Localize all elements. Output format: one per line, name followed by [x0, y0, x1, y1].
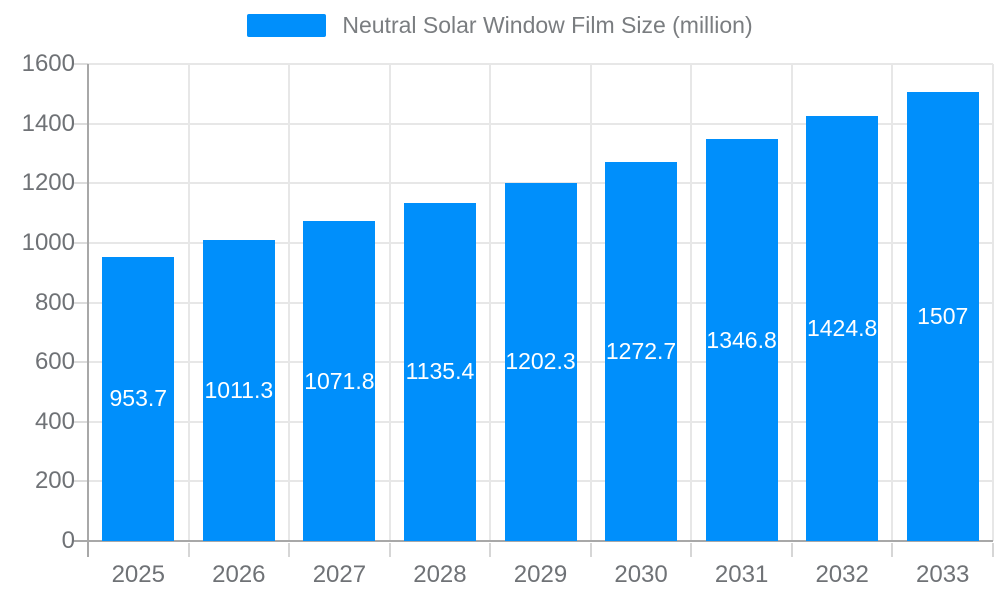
bar-2032[interactable]: 1424.8 [806, 116, 879, 541]
y-axis-tick [74, 63, 88, 65]
bar-value-label: 1135.4 [405, 358, 475, 385]
y-axis-tick [74, 301, 88, 304]
y-axis-label: 400 [34, 407, 75, 435]
x-axis-tick [790, 543, 793, 557]
bar-2027[interactable]: 1071.8 [303, 221, 376, 541]
x-gridline [388, 64, 391, 541]
y-gridline [88, 63, 993, 65]
x-gridline [187, 64, 190, 541]
y-axis-line [87, 64, 89, 557]
x-axis-tick [992, 543, 994, 557]
x-gridline [288, 64, 291, 541]
bar-2029[interactable]: 1202.3 [504, 182, 577, 541]
y-axis-label: 800 [34, 288, 75, 316]
bar-value-label: 953.7 [109, 385, 168, 412]
bar-2033[interactable]: 1507 [906, 91, 979, 541]
bar-2031[interactable]: 1346.8 [705, 139, 778, 541]
y-axis-tick [74, 480, 88, 483]
x-axis-tick [187, 543, 190, 557]
y-axis-tick [74, 122, 88, 125]
x-axis-label: 2032 [815, 561, 869, 588]
y-axis-tick [74, 361, 88, 364]
y-axis-tick [74, 241, 88, 244]
legend-swatch-icon [247, 14, 327, 37]
x-axis-tick [388, 543, 391, 557]
bar-value-label: 1507 [917, 302, 969, 329]
x-axis-label: 2028 [413, 561, 467, 588]
bar-value-label: 1272.7 [605, 337, 677, 364]
y-axis-label: 600 [34, 348, 75, 376]
x-axis-label: 2027 [312, 561, 367, 588]
y-axis-label: 1000 [21, 228, 75, 256]
legend-label: Neutral Solar Window Film Size (million) [342, 12, 753, 38]
y-axis-label: 1200 [21, 169, 75, 197]
x-gridline [790, 64, 793, 541]
y-axis-label: 200 [34, 467, 75, 495]
x-gridline [891, 64, 894, 541]
bar-value-label: 1346.8 [706, 326, 777, 353]
x-gridline [589, 64, 592, 541]
bar-value-label: 1011.3 [204, 376, 274, 403]
x-axis-tick [288, 543, 291, 557]
x-gridline [489, 64, 492, 541]
bar-2030[interactable]: 1272.7 [605, 161, 678, 541]
bar-2028[interactable]: 1135.4 [403, 202, 476, 541]
x-axis-label: 2030 [614, 561, 668, 588]
x-gridline [690, 64, 693, 541]
x-axis-label: 2026 [212, 561, 266, 588]
y-axis-label: 0 [61, 527, 75, 554]
x-axis-tick [589, 543, 592, 557]
y-axis-tick [74, 420, 88, 423]
y-axis-label: 1400 [21, 109, 75, 137]
x-axis-line [74, 540, 993, 542]
x-axis-tick [891, 543, 894, 557]
bar-2025[interactable]: 953.7 [102, 256, 175, 541]
x-axis-tick [690, 543, 693, 557]
bar-value-label: 1424.8 [806, 315, 878, 342]
bar-value-label: 1071.8 [304, 367, 375, 394]
x-gridline [992, 64, 994, 541]
y-gridline [88, 122, 993, 125]
y-axis-label: 1600 [21, 50, 75, 77]
x-axis-label: 2033 [916, 561, 970, 588]
x-axis-tick [489, 543, 492, 557]
y-axis-tick [74, 182, 88, 185]
bar-value-label: 1202.3 [505, 348, 576, 375]
x-axis-label: 2025 [111, 561, 165, 588]
x-axis-label: 2031 [714, 561, 769, 588]
x-axis-label: 2029 [513, 561, 568, 588]
bar-2026[interactable]: 1011.3 [202, 239, 275, 541]
chart-legend[interactable]: Neutral Solar Window Film Size (million) [0, 12, 1000, 39]
